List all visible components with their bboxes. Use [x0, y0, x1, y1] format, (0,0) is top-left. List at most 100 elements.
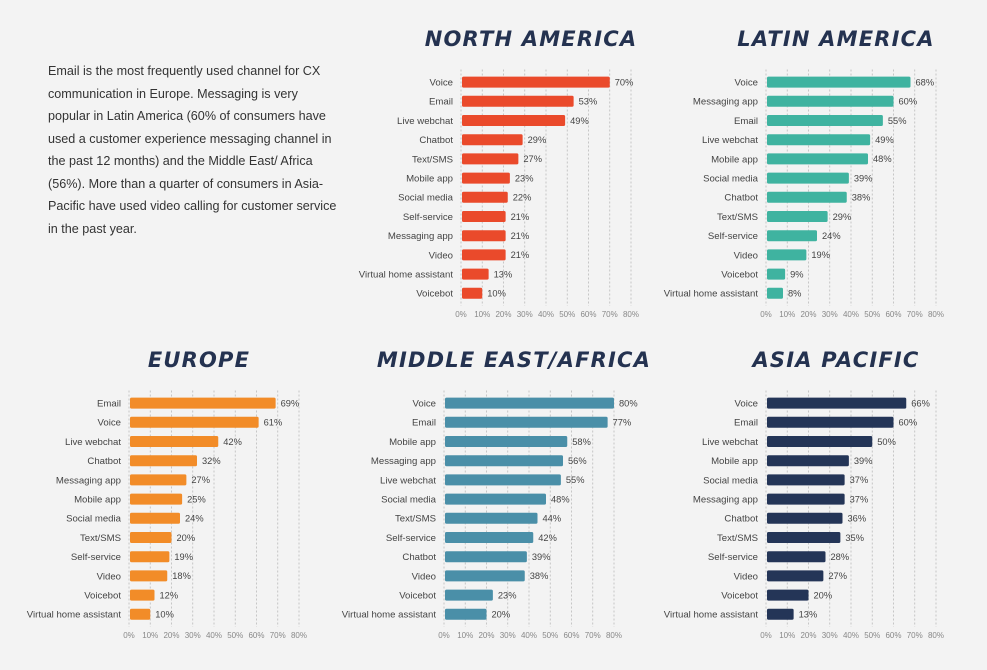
category-label: Messaging app — [371, 456, 436, 467]
category-label: Live webchat — [702, 437, 758, 448]
category-label: Text/SMS — [717, 212, 758, 223]
category-label: Social media — [66, 514, 122, 525]
bar — [445, 474, 561, 486]
category-label: Virtual home assistant — [27, 610, 122, 621]
x-tick-label: 60% — [885, 310, 901, 319]
data-label: 10% — [487, 289, 506, 299]
bar — [445, 532, 534, 543]
x-tick-label: 60% — [580, 310, 596, 319]
category-label: Email — [412, 418, 436, 429]
x-tick-label: 40% — [538, 310, 554, 319]
data-label: 38% — [530, 571, 549, 581]
x-tick-label: 60% — [563, 631, 579, 640]
bar — [767, 416, 894, 428]
bar — [767, 589, 809, 601]
data-label: 21% — [511, 231, 530, 241]
category-label: Email — [734, 116, 758, 127]
category-label: Video — [734, 250, 758, 261]
x-tick-label: 50% — [542, 631, 558, 640]
data-label: 27% — [191, 475, 210, 485]
bar — [462, 95, 574, 107]
category-label: Video — [734, 571, 758, 582]
category-label: Live webchat — [397, 116, 453, 127]
x-tick-label: 30% — [185, 631, 201, 640]
bar — [445, 608, 487, 620]
data-label: 10% — [155, 610, 174, 620]
bar — [445, 416, 608, 428]
x-tick-label: 60% — [885, 631, 901, 640]
category-label: Voicebot — [84, 591, 121, 602]
category-label: Voicebot — [721, 591, 758, 602]
x-tick-label: 70% — [585, 631, 601, 640]
data-label: 58% — [572, 437, 591, 447]
data-label: 25% — [187, 494, 206, 504]
category-label: Chatbot — [87, 456, 121, 467]
bar — [445, 589, 493, 601]
x-tick-label: 0% — [760, 310, 772, 319]
category-label: Text/SMS — [395, 514, 436, 525]
bar — [462, 230, 506, 242]
x-tick-label: 70% — [907, 310, 923, 319]
bar — [462, 172, 510, 184]
x-tick-label: 10% — [142, 631, 158, 640]
data-label: 29% — [833, 212, 852, 222]
data-label: 36% — [848, 514, 867, 524]
data-label: 32% — [202, 456, 221, 466]
x-tick-label: 20% — [163, 631, 179, 640]
x-tick-label: 30% — [822, 310, 838, 319]
category-label: Self-service — [708, 231, 758, 242]
x-tick-label: 40% — [843, 310, 859, 319]
category-label: Video — [412, 571, 436, 582]
bar — [767, 134, 871, 146]
data-label: 44% — [543, 514, 562, 524]
bar — [767, 474, 845, 486]
data-label: 35% — [845, 533, 864, 543]
category-label: Virtual home assistant — [359, 270, 454, 281]
data-label: 42% — [223, 437, 242, 447]
data-label: 21% — [511, 212, 530, 222]
category-label: Live webchat — [380, 475, 436, 486]
chart-title: MIDDLE EAST/AFRICA — [377, 348, 651, 372]
x-tick-label: 40% — [206, 631, 222, 640]
data-label: 20% — [814, 590, 833, 600]
data-label: 39% — [854, 456, 873, 466]
category-label: Live webchat — [65, 437, 121, 448]
data-label: 49% — [875, 135, 894, 145]
category-label: Social media — [703, 475, 759, 486]
category-label: Voicebot — [416, 289, 453, 300]
x-tick-label: 50% — [864, 631, 880, 640]
data-label: 24% — [822, 231, 841, 241]
data-label: 12% — [160, 590, 179, 600]
bar — [767, 191, 847, 203]
category-label: Text/SMS — [717, 533, 758, 544]
category-label: Voice — [735, 399, 758, 410]
category-label: Mobile app — [74, 495, 121, 506]
category-label: Voice — [735, 78, 758, 89]
x-tick-label: 40% — [843, 631, 859, 640]
data-label: 19% — [174, 552, 193, 562]
category-label: Self-service — [403, 212, 453, 223]
data-label: 23% — [515, 173, 534, 183]
data-label: 39% — [854, 173, 873, 183]
bar — [462, 249, 506, 261]
bar — [130, 455, 197, 467]
bar — [445, 570, 525, 582]
bar — [767, 608, 794, 620]
bar — [767, 115, 883, 126]
category-label: Mobile app — [711, 456, 758, 467]
data-label: 53% — [579, 97, 598, 107]
category-label: Virtual home assistant — [664, 610, 759, 621]
bar — [130, 589, 155, 601]
data-label: 20% — [492, 610, 511, 620]
category-label: Email — [97, 399, 121, 410]
category-label: Messaging app — [56, 475, 121, 486]
bar — [767, 493, 845, 505]
bar — [767, 95, 894, 107]
bar — [445, 493, 546, 505]
x-tick-label: 80% — [291, 631, 307, 640]
data-label: 50% — [877, 437, 896, 447]
bar — [767, 172, 849, 184]
x-tick-label: 50% — [864, 310, 880, 319]
bar — [130, 416, 259, 428]
category-label: Social media — [381, 495, 437, 506]
